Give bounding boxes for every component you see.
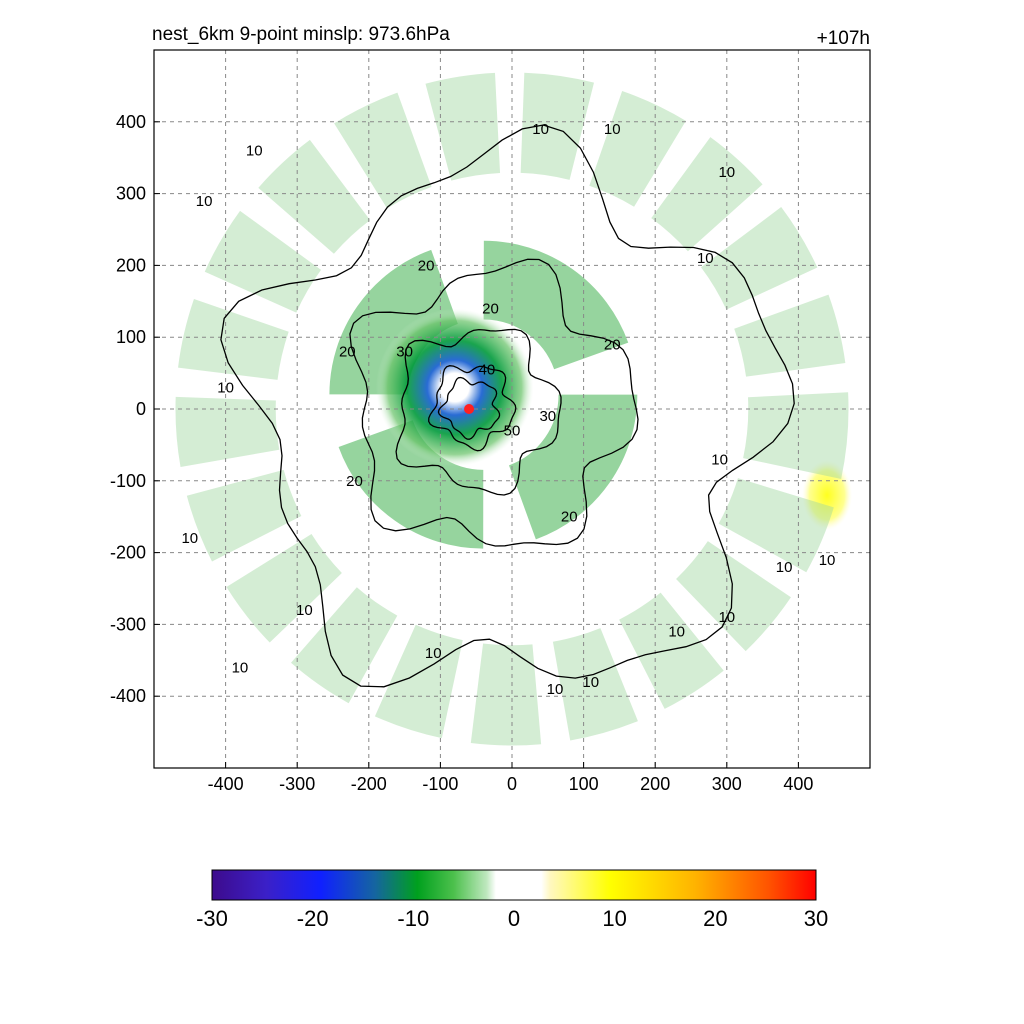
contour-lines	[220, 124, 795, 688]
contour-label: 10	[232, 659, 249, 676]
x-tick-label: -100	[422, 774, 458, 794]
colorbar-tick-label: -20	[297, 906, 329, 931]
y-tick-label: 100	[116, 327, 146, 347]
shade-region-negative-rim	[175, 72, 849, 746]
x-tick-label: 100	[569, 774, 599, 794]
contour-label: 20	[482, 300, 499, 317]
contour-label: 10	[547, 681, 564, 698]
contour-label: 50	[504, 423, 521, 440]
contour-label: 20	[561, 509, 578, 526]
contour-label: 10	[668, 624, 685, 641]
colorbar-tick-label: -30	[196, 906, 228, 931]
y-tick-label: -400	[110, 686, 146, 706]
contour-label: 10	[582, 674, 599, 691]
shade-region-positive-patch	[801, 460, 853, 531]
contour-label: 10	[425, 645, 442, 662]
x-tick-label: -200	[351, 774, 387, 794]
chart-title: nest_6km 9-point minslp: 973.6hPa	[152, 24, 450, 45]
contour-20	[349, 258, 639, 547]
x-tick-label: 300	[712, 774, 742, 794]
x-tick-label: 200	[640, 774, 670, 794]
x-tick-label: -400	[208, 774, 244, 794]
contour-label: 10	[718, 164, 735, 181]
contour-label: 10	[196, 193, 213, 210]
contour-label: 10	[819, 552, 836, 569]
shaded-field	[175, 72, 853, 746]
y-tick-label: 400	[116, 112, 146, 132]
colorbar-tick-label: 0	[508, 906, 520, 931]
contour-label: 20	[346, 473, 363, 490]
colorbar-gradient	[211, 869, 817, 901]
x-tick-label: 400	[783, 774, 813, 794]
contour-label: 30	[539, 408, 556, 425]
storm-center-marker	[464, 404, 475, 414]
colorbar-tick-label: 30	[804, 906, 828, 931]
y-tick-label: 200	[116, 255, 146, 275]
contour-label: 10	[604, 121, 621, 138]
y-axis-ticks: 400 300 200 100 0 -100 -200 -300 -400	[110, 112, 160, 706]
contour-40	[428, 365, 517, 452]
contour-label: 40	[479, 362, 496, 379]
contour-label: 10	[181, 530, 198, 547]
colorbar: -30 -20 -10 0 10 20 30	[196, 869, 828, 931]
y-tick-label: -200	[110, 543, 146, 563]
y-tick-label: -100	[110, 471, 146, 491]
forecast-hour: +107h	[817, 28, 870, 49]
shade-region-negative-core	[375, 308, 534, 467]
colorbar-labels: -30 -20 -10 0 10 20 30	[196, 906, 828, 931]
contour-labels: 10 10 10 10 10 10 10 10 10 10 10 10 10 10 10 10 10 10 20 20…	[181, 121, 835, 698]
contour-label: 10	[217, 379, 234, 396]
colorbar-tick-label: 20	[703, 906, 727, 931]
contour-10	[220, 124, 795, 688]
contour-label: 30	[396, 344, 413, 361]
contour-50	[437, 376, 501, 440]
contour-label: 10	[697, 250, 714, 267]
contour-label: 10	[776, 559, 793, 576]
x-axis-ticks: -400 -300 -200 -100 0 100 200 300 400	[208, 762, 813, 794]
contour-30	[395, 328, 562, 496]
y-tick-label: 0	[136, 399, 146, 419]
y-tick-label: -300	[110, 614, 146, 634]
x-tick-label: 0	[507, 774, 517, 794]
contour-label: 10	[246, 143, 263, 160]
x-tick-label: -300	[279, 774, 315, 794]
shade-region-negative-spiral	[329, 240, 638, 549]
contour-label: 10	[718, 609, 735, 626]
contour-label: 10	[711, 451, 728, 468]
contour-label: 20	[604, 336, 621, 353]
colorbar-tick-label: 10	[602, 906, 626, 931]
y-tick-label: 300	[116, 184, 146, 204]
contour-label: 10	[296, 602, 313, 619]
contour-label: 20	[418, 257, 435, 274]
contour-label: 10	[532, 121, 549, 138]
contour-label: 20	[339, 344, 356, 361]
colorbar-tick-label: -10	[397, 906, 429, 931]
plot-area: 10 10 10 10 10 10 10 10 10 10 10 10 10 10 10 10 10 10 20 20…	[154, 50, 870, 768]
